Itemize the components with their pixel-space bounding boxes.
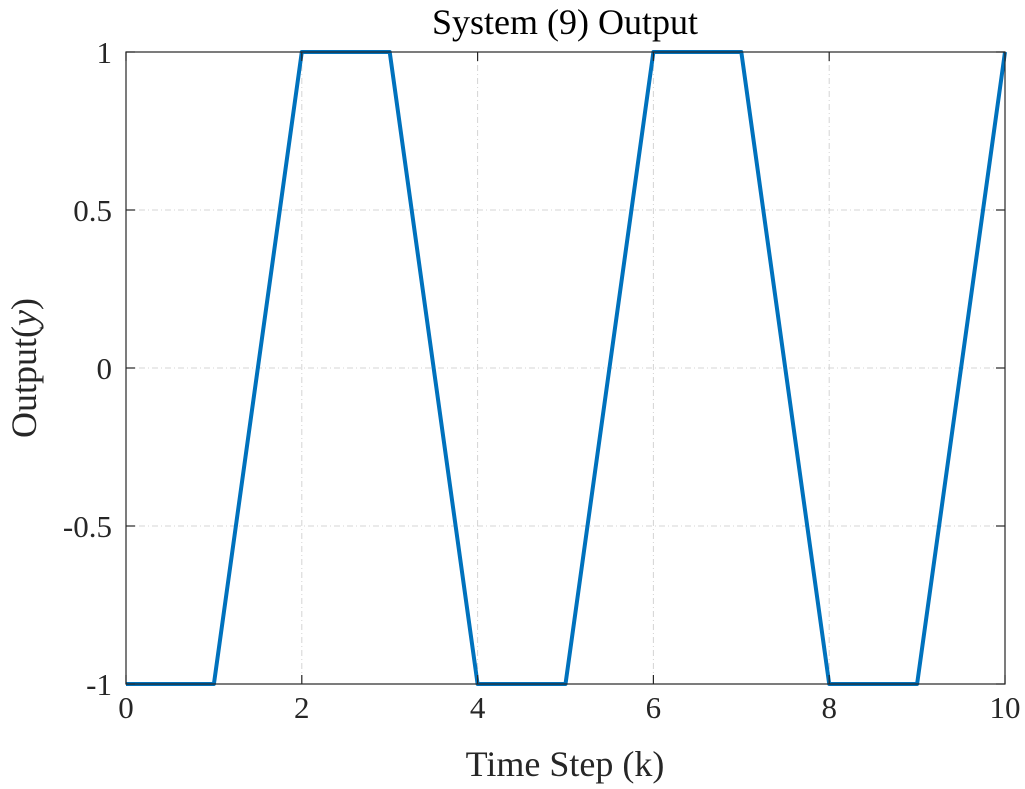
x-tick-label: 10 [990, 690, 1021, 725]
x-tick-label: 0 [118, 690, 134, 725]
y-tick-label: -1 [86, 667, 112, 702]
y-tick-labels: -1 -0.5 0 0.5 1 [63, 35, 112, 702]
x-axis-label: Time Step (k) [466, 744, 665, 784]
x-tick-labels: 0 2 4 6 8 10 [118, 690, 1020, 725]
grid [126, 52, 1005, 684]
y-tick-label: 1 [97, 35, 113, 70]
ticks [125, 51, 1006, 685]
y-axis-label: Output(y) [4, 298, 44, 438]
y-tick-label: 0.5 [73, 193, 112, 228]
x-tick-label: 4 [470, 690, 486, 725]
y-tick-label: 0 [97, 351, 113, 386]
y-axis-label-text: Output( [4, 326, 44, 438]
y-tick-label: -0.5 [63, 509, 112, 544]
y-axis-label-var: y [4, 310, 44, 329]
chart-title: System (9) Output [432, 2, 698, 42]
y-axis-label-close: ) [4, 298, 44, 310]
x-tick-label: 8 [821, 690, 837, 725]
x-tick-label: 2 [294, 690, 310, 725]
x-tick-label: 6 [646, 690, 662, 725]
